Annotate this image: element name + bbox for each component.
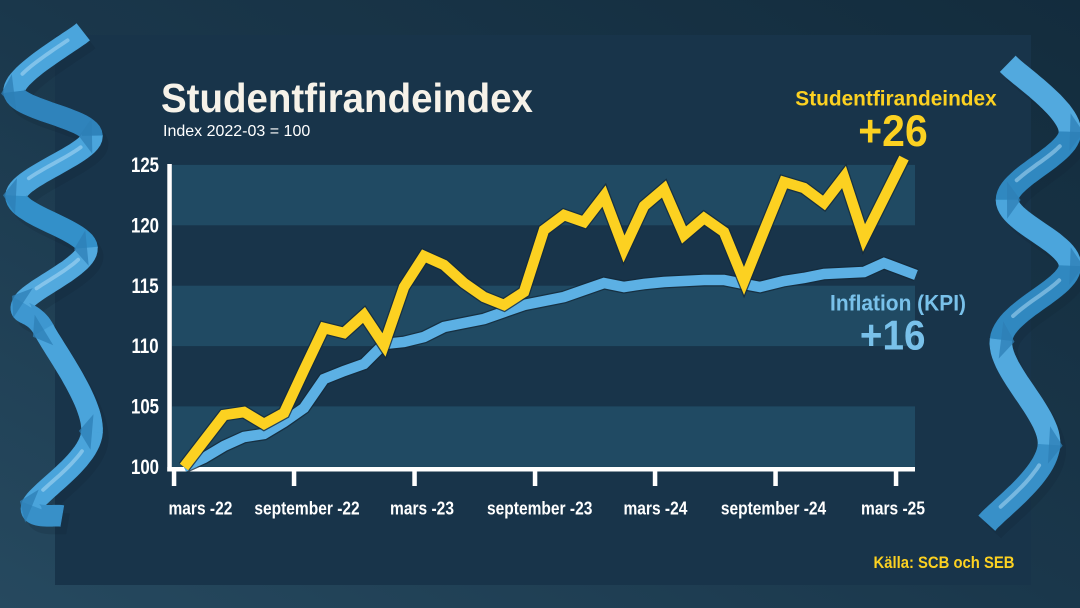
svg-text:mars -24: mars -24	[623, 498, 687, 519]
svg-text:september -24: september -24	[721, 498, 827, 519]
svg-text:Studentfirandeindex: Studentfirandeindex	[795, 87, 997, 110]
svg-text:+26: +26	[858, 106, 927, 156]
svg-text:110: 110	[131, 336, 158, 359]
svg-text:Studentfirandeindex: Studentfirandeindex	[161, 76, 533, 121]
svg-text:Inflation (KPI): Inflation (KPI)	[830, 290, 966, 316]
svg-text:125: 125	[131, 154, 159, 177]
svg-text:+16: +16	[860, 311, 926, 359]
svg-text:mars -25: mars -25	[861, 498, 925, 519]
svg-text:mars -22: mars -22	[168, 498, 232, 519]
svg-text:105: 105	[131, 396, 159, 419]
svg-text:september -23: september -23	[487, 498, 592, 519]
svg-text:100: 100	[131, 456, 159, 479]
svg-text:september -22: september -22	[254, 498, 359, 519]
svg-text:120: 120	[131, 215, 159, 238]
svg-text:mars -23: mars -23	[390, 498, 454, 519]
svg-text:Källa: SCB och SEB: Källa: SCB och SEB	[873, 554, 1014, 572]
svg-text:Index 2022-03 = 100: Index 2022-03 = 100	[163, 123, 310, 140]
svg-text:115: 115	[131, 275, 158, 298]
